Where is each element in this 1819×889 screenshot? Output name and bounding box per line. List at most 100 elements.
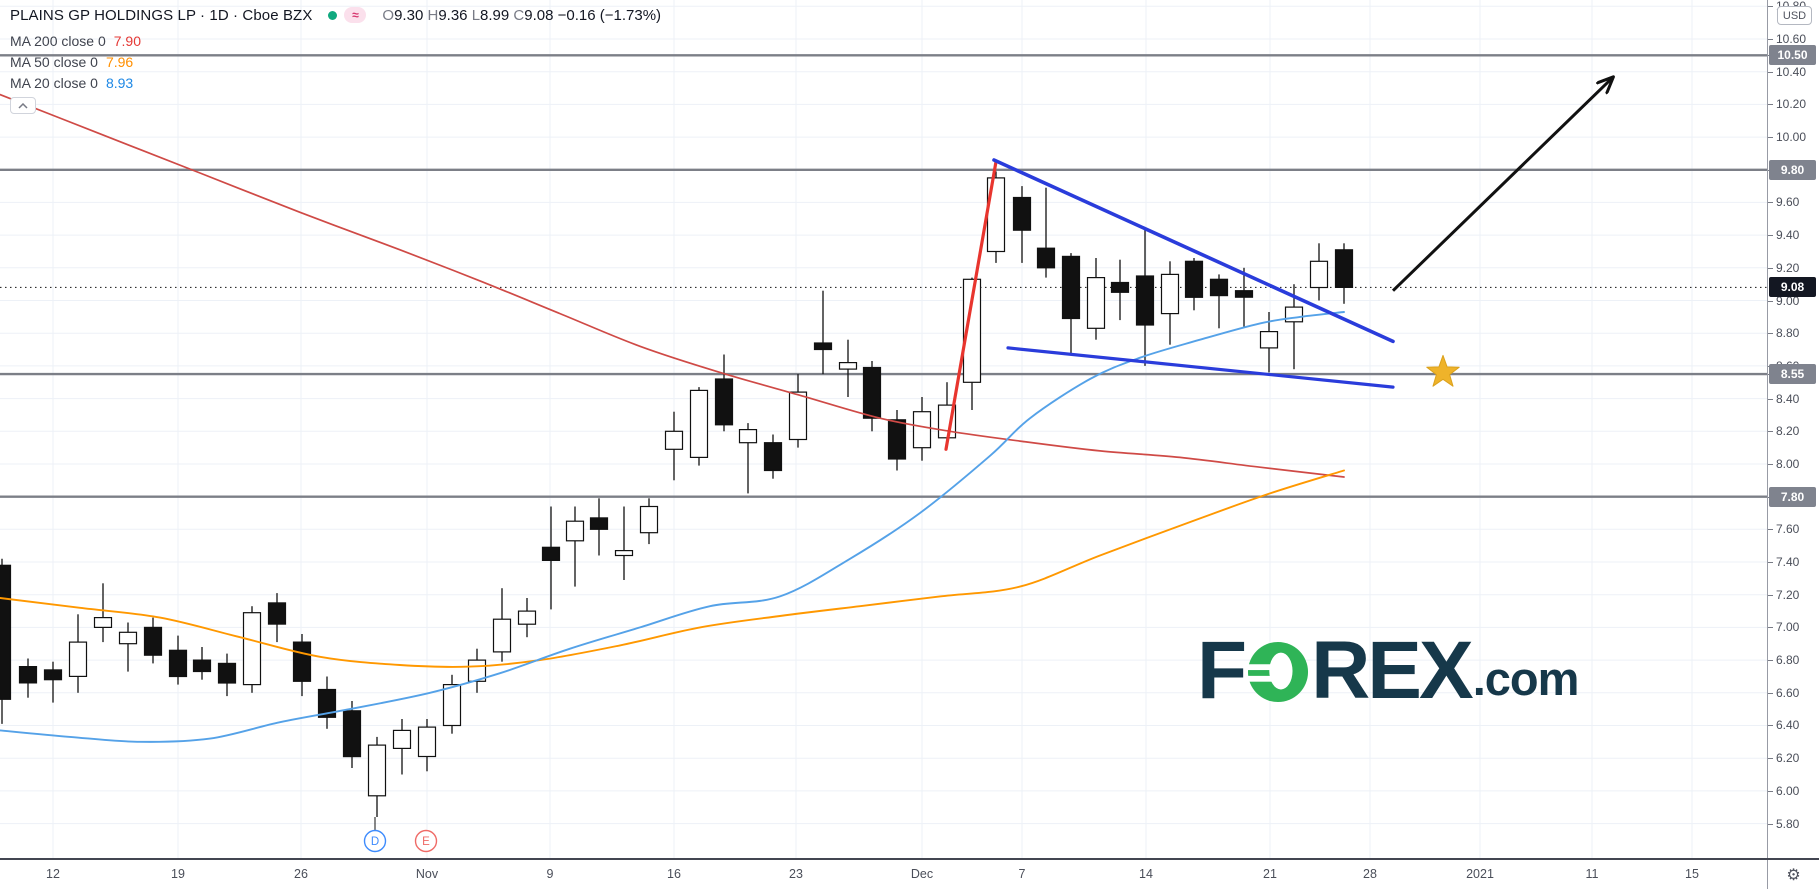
price-tick-mark [1768, 463, 1773, 465]
time-tick-label: 23 [789, 867, 803, 881]
ma-line-ma-50[interactable] [0, 469, 1345, 668]
price-tick-mark [1768, 202, 1773, 204]
candle-body [217, 662, 237, 684]
price-axis[interactable]: 10.8010.6010.4010.2010.009.609.409.209.0… [1767, 0, 1819, 858]
candle-body [267, 602, 287, 625]
candle-body [1061, 255, 1081, 320]
candle-body [887, 419, 907, 460]
candle-body [664, 430, 684, 450]
price-level-badge: 8.55 [1769, 364, 1816, 385]
price-tick-mark [1768, 725, 1773, 727]
price-tick-label: 9.20 [1776, 260, 1800, 275]
price-tick-label: 8.40 [1776, 391, 1800, 406]
logo-text-f: F [1197, 625, 1247, 716]
time-tick-label: 16 [667, 867, 681, 881]
candle-body [168, 649, 188, 678]
symbol-title: PLAINS GP HOLDINGS LP · 1D · Cboe BZX [10, 6, 313, 24]
time-tick-label: Dec [910, 867, 934, 881]
price-level-badge: 9.80 [1769, 159, 1816, 180]
price-tick-mark [1768, 758, 1773, 760]
trendline-wedge-upper[interactable] [992, 158, 1395, 344]
time-tick-label: 21 [1263, 867, 1277, 881]
price-tick-mark [1768, 6, 1773, 8]
indicator-row-ma20[interactable]: MA 20 close 0 8.93 [10, 72, 661, 93]
candle-body [143, 626, 163, 656]
collapse-legend-button[interactable] [10, 97, 36, 114]
price-tick-label: 10.40 [1776, 64, 1807, 79]
price-level-lines[interactable] [0, 54, 1767, 498]
candle-body [1110, 281, 1130, 293]
indicator-row-ma50[interactable]: MA 50 close 0 7.96 [10, 51, 661, 72]
star-marker[interactable] [1426, 354, 1460, 387]
candle-body [1284, 306, 1304, 323]
trendline-rally-pole[interactable] [944, 160, 998, 451]
candle-body [342, 710, 362, 758]
candle-body [517, 610, 537, 625]
dividend-marker[interactable]: D [363, 817, 387, 853]
time-tick-label: 28 [1363, 867, 1377, 881]
price-tick-mark [1768, 823, 1773, 825]
candle-body [1086, 277, 1106, 329]
price-tick-mark [1768, 790, 1773, 792]
ma-line-ma-20[interactable] [0, 311, 1345, 743]
candle-body [242, 612, 262, 686]
price-tick-mark [1768, 398, 1773, 400]
candles-layer [0, 171, 1354, 817]
drawings-layer[interactable] [944, 78, 1612, 451]
price-tick-label: 7.40 [1776, 555, 1800, 570]
price-tick-mark [1768, 594, 1773, 596]
currency-usd-button[interactable]: USD [1777, 6, 1812, 25]
last-price-badge: 9.08 [1769, 277, 1816, 298]
earnings-marker[interactable]: E [414, 829, 438, 853]
time-tick-label: 26 [294, 867, 308, 881]
time-tick-label: Nov [415, 867, 439, 881]
price-tick-mark [1768, 627, 1773, 629]
logo-text-com: .com [1472, 652, 1580, 705]
price-tick-label: 6.40 [1776, 718, 1800, 733]
price-tick-mark [1768, 333, 1773, 335]
price-tick-mark [1768, 431, 1773, 433]
gear-icon[interactable]: ⚙ [1767, 860, 1819, 889]
svg-text:D: D [371, 836, 379, 848]
price-tick-mark [1768, 267, 1773, 269]
open-label: O [382, 6, 395, 24]
candle-body [639, 505, 659, 534]
chevron-up-icon [18, 102, 28, 109]
candle-body [689, 389, 709, 458]
time-tick-label: 14 [1139, 867, 1153, 881]
candle-body [1209, 278, 1229, 297]
market-status-dot-icon [328, 10, 338, 20]
indicator-row-ma200[interactable]: MA 200 close 0 7.90 [10, 30, 661, 51]
candle-body [1135, 275, 1155, 326]
candle-body [962, 278, 982, 383]
close-value: 9.08 [524, 6, 554, 24]
price-tick-label: 9.40 [1776, 228, 1800, 243]
candle-body [492, 618, 512, 653]
ma200-value: 7.90 [113, 32, 141, 49]
candle-body [317, 688, 337, 718]
price-tick-label: 8.20 [1776, 424, 1800, 439]
change-value: −0.16 (−1.73%) [557, 6, 662, 24]
time-tick-label: 19 [171, 867, 185, 881]
price-tick-label: 6.00 [1776, 783, 1800, 798]
time-axis[interactable]: 12 19 26 Nov 9 16 23 Dec 7 14 21 28 2021 11 15 ⚙ [0, 858, 1819, 889]
ma-line-ma-200[interactable] [0, 93, 1345, 478]
symbol-title-row[interactable]: PLAINS GP HOLDINGS LP · 1D · Cboe BZX ≈ … [10, 5, 661, 25]
price-tick-label: 10.00 [1776, 130, 1807, 145]
ohlc-readout: O 9.30 H 9.36 L 8.99 C 9.08 −0.16 (−1.73%) [382, 7, 661, 24]
time-tick-label: 15 [1685, 867, 1699, 881]
candle-body [93, 616, 113, 628]
price-tick-label: 7.00 [1776, 620, 1800, 635]
price-tick-mark [1768, 562, 1773, 564]
breakout-arrow[interactable] [1391, 78, 1612, 292]
price-tick-mark [1768, 71, 1773, 73]
price-tick-label: 6.20 [1776, 751, 1800, 766]
candle-body [763, 442, 783, 472]
candle-body [813, 342, 833, 351]
candle-body [192, 659, 212, 673]
low-value: 8.99 [480, 6, 510, 24]
trendline-wedge-lower[interactable] [1006, 346, 1395, 389]
candle-body [18, 665, 38, 684]
